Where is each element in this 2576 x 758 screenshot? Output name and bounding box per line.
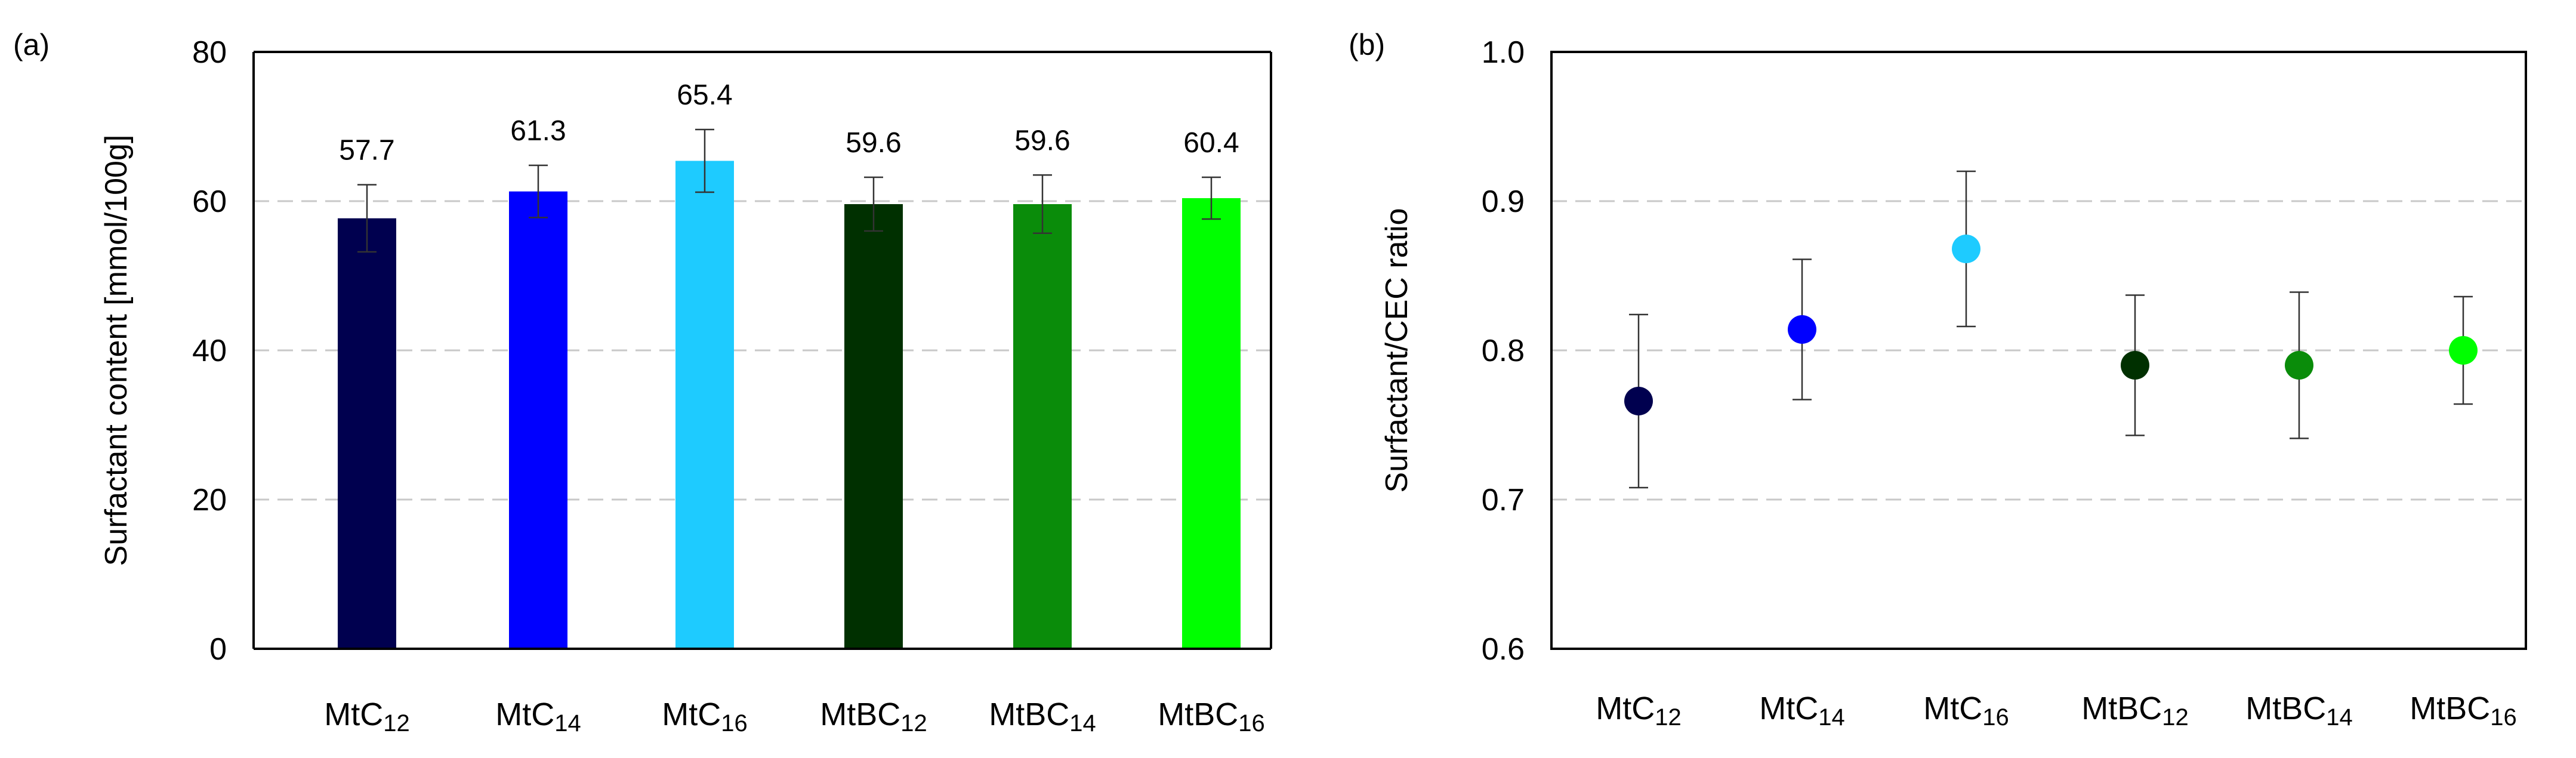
x-tick-label-subscript: 16 <box>721 710 748 737</box>
x-tick-label: MtC12 <box>324 697 409 737</box>
data-point <box>1788 315 1816 344</box>
x-tick-label-base: MtC <box>495 697 554 732</box>
x-tick-label: MtBC14 <box>2245 691 2353 731</box>
y-tick-label: 80 <box>192 35 227 70</box>
value-label: 60.4 <box>1183 127 1239 159</box>
value-label: 65.4 <box>677 79 732 111</box>
x-tick-label-base: MtC <box>324 697 383 732</box>
x-tick-label-subscript: 14 <box>1069 710 1096 737</box>
value-label: 61.3 <box>510 115 566 147</box>
y-axis-label: Surfactant/CEC ratio <box>1380 208 1414 493</box>
value-label: 57.7 <box>339 135 394 167</box>
x-tick-label-base: MtC <box>1596 691 1655 726</box>
x-tick-label-base: MtC <box>662 697 721 732</box>
y-tick-label: 40 <box>192 334 227 368</box>
x-tick-label-base: MtBC <box>2410 691 2490 726</box>
data-point <box>2121 351 2149 380</box>
y-tick-label: 0.6 <box>1482 632 1525 667</box>
y-tick-label: 20 <box>192 483 227 517</box>
x-tick-label: MtBC16 <box>2410 691 2517 731</box>
chart-b: (b) 0.6 0.7 0.8 0.9 1.0 Surfactant/CEC ratio Mt… <box>1349 28 2527 731</box>
y-tick-label: 0.9 <box>1482 184 1525 219</box>
data-point <box>1624 387 1653 415</box>
value-label: 59.6 <box>1014 125 1070 156</box>
x-tick-label: MtBC14 <box>989 697 1096 737</box>
x-tick-label-base: MtBC <box>989 697 1069 732</box>
y-axis-label: Surfactant content [mmol/100g] <box>99 135 134 566</box>
value-label: 59.6 <box>846 127 901 159</box>
y-tick-label: 0.7 <box>1482 483 1525 517</box>
x-tick-label-base: MtC <box>1923 691 1982 726</box>
x-tick-label: MtBC12 <box>820 697 927 737</box>
x-tick-label-base: MtBC <box>2081 691 2162 726</box>
x-tick-label-subscript: 12 <box>383 710 410 737</box>
bar <box>675 161 734 649</box>
x-tick-label: MtC16 <box>1923 691 2009 731</box>
chart-a: (a) 0 20 40 60 80 Surfactant content [mmol/100… <box>13 28 1272 737</box>
bar <box>509 191 567 649</box>
x-tick-label-subscript: 16 <box>1238 710 1265 737</box>
data-point <box>2449 336 2478 365</box>
y-tick-label: 0 <box>209 632 227 667</box>
plot-frame <box>1550 51 2527 650</box>
y-tick-label: 1.0 <box>1482 35 1525 70</box>
x-tick-label-subscript: 14 <box>554 710 581 737</box>
x-tick-label-base: MtBC <box>1158 697 1238 732</box>
y-tick-label: 0.8 <box>1482 334 1525 368</box>
panel-label: (a) <box>13 28 50 61</box>
data-point <box>2285 351 2313 380</box>
x-tick-label-subscript: 12 <box>1655 704 1682 731</box>
x-tick-label-subscript: 14 <box>2326 704 2353 731</box>
x-tick-label-subscript: 16 <box>2490 704 2517 731</box>
x-tick-label: MtC12 <box>1596 691 1681 731</box>
x-tick-label-subscript: 14 <box>1818 704 1845 731</box>
x-tick-label: MtC14 <box>1759 691 1844 731</box>
x-tick-label-base: MtBC <box>2245 691 2326 726</box>
bar <box>1182 198 1241 649</box>
x-tick-label-subscript: 16 <box>1982 704 2009 731</box>
y-tick-label: 60 <box>192 184 227 219</box>
bar <box>844 204 903 649</box>
x-tick-label: MtC14 <box>495 697 581 737</box>
x-tick-label-base: MtBC <box>820 697 900 732</box>
bar <box>338 218 396 649</box>
x-tick-label-subscript: 12 <box>900 710 927 737</box>
data-point <box>1952 235 1980 263</box>
x-tick-label: MtC16 <box>662 697 747 737</box>
x-tick-label-base: MtC <box>1759 691 1818 726</box>
x-tick-label: MtBC16 <box>1158 697 1265 737</box>
panel-label: (b) <box>1349 28 1385 61</box>
bar <box>1013 204 1072 649</box>
x-tick-label-subscript: 12 <box>2162 704 2189 731</box>
x-tick-label: MtBC12 <box>2081 691 2189 731</box>
